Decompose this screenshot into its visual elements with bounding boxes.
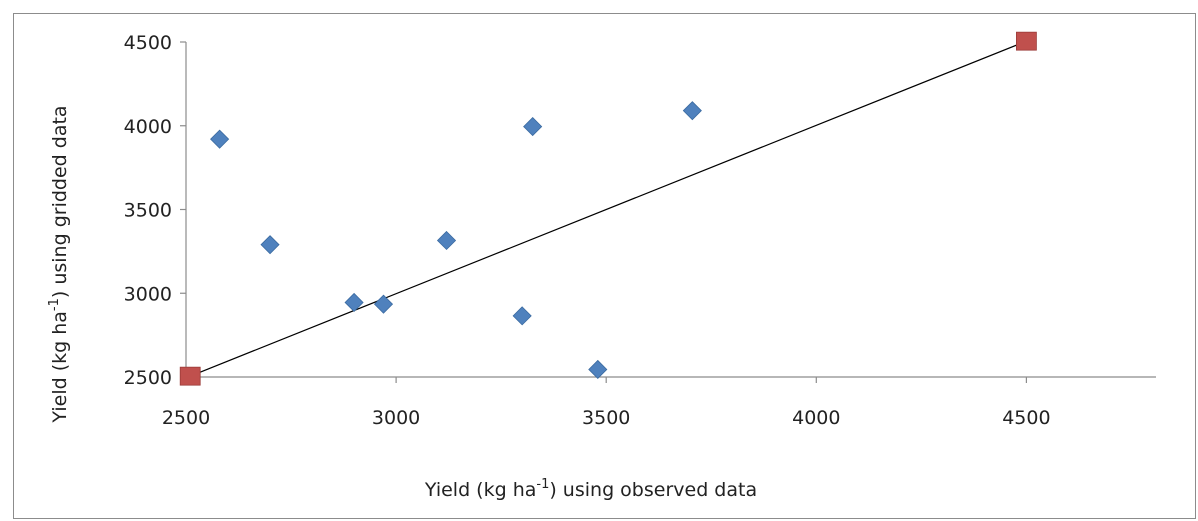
diamond-marker [523,117,543,137]
diamond-marker [682,101,702,121]
data-markers [179,31,1037,386]
y-axis-ticks: 2500 3000 3500 4000 4500 [124,32,186,389]
y-axis-title: Yield (kg ha-1) using gridded data [47,105,71,423]
y-axis-title-sup: -1 [47,298,62,311]
y-axis-title-pre: Yield (kg ha [49,311,71,423]
diamond-marker [512,306,532,326]
square-marker [179,366,201,386]
x-axis-ticks: 2500 3000 3500 4000 4500 [162,377,1051,429]
x-tick-label: 4500 [1002,407,1050,429]
y-tick-label: 2500 [124,367,172,389]
reference-line [189,40,1027,377]
x-axis-title-sup: -1 [536,477,549,492]
diamond-marker [373,294,394,314]
reference-line-group [189,40,1027,377]
y-tick-label: 4500 [124,32,172,54]
diamond-marker [588,359,608,380]
diamond-marker [344,292,364,313]
x-tick-label: 3000 [372,407,420,429]
y-tick-label: 4000 [124,116,172,138]
x-tick-label: 4000 [792,407,840,429]
x-axis-title: Yield (kg ha-1) using observed data [424,477,757,501]
diamond-marker [436,230,457,251]
x-axis-title-pre: Yield (kg ha [424,479,536,501]
diamond-marker [260,235,280,255]
y-axis-title-post: ) using gridded data [49,105,71,298]
x-tick-label: 3500 [582,407,630,429]
y-tick-label: 3500 [124,200,172,222]
square-marker [1016,31,1037,51]
diamond-marker [210,129,230,149]
plot-area [185,42,1156,378]
x-axis-title-post: ) using observed data [549,479,757,501]
x-tick-label: 2500 [162,407,210,429]
y-tick-label: 3000 [124,283,172,305]
chart-frame [13,13,1196,519]
